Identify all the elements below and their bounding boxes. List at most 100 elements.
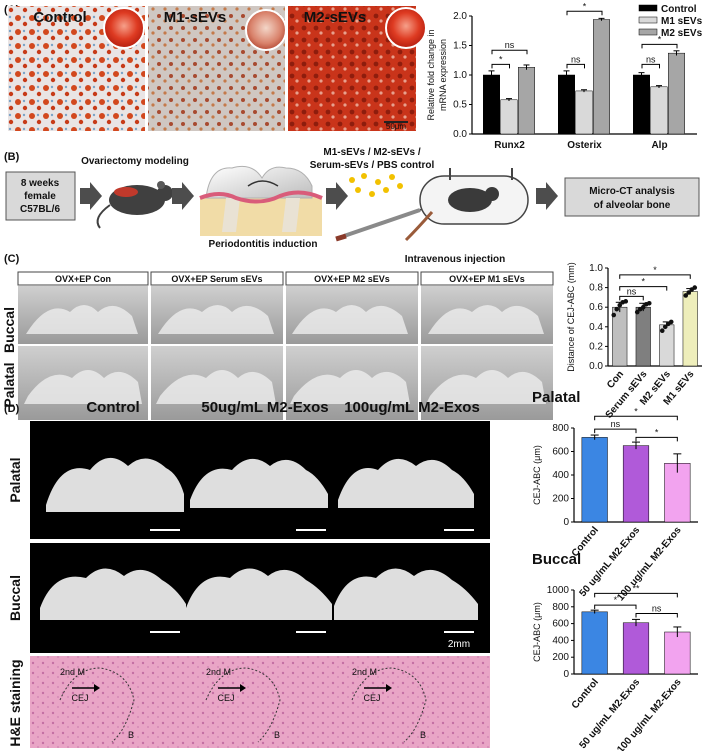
bar: [633, 74, 650, 135]
x-tick-label: Osterix: [567, 140, 602, 151]
chart-title: Buccal: [532, 551, 581, 568]
x-tick-label: Control: [570, 677, 601, 711]
arrow-icon: [172, 182, 194, 210]
he-label-cej: CEJ: [363, 693, 380, 703]
d-row-he: H&E staining: [7, 659, 23, 746]
significance-bracket: [641, 63, 660, 69]
mouse-info-line-2: female: [24, 191, 56, 202]
culture-dish-icon: [103, 7, 145, 49]
significance-bracket: [594, 415, 678, 421]
d-col-title-100: 100ug/mL M2-Exos: [344, 399, 480, 416]
d-ct-images: 2mm: [30, 421, 490, 653]
y-tick-label: 800: [552, 602, 569, 613]
y-tick-label: 400: [552, 635, 569, 646]
data-point: [614, 306, 620, 312]
panel-c-label: (C): [4, 253, 20, 265]
tooth-diagram-icon: [199, 165, 323, 236]
significance-bracket: [566, 10, 603, 16]
y-tick-label: 800: [552, 423, 569, 434]
y-tick-label: 200: [552, 494, 569, 505]
ovx-label: Ovariectomy modeling: [81, 156, 189, 167]
groups-line-2: Serum-sEVs / PBS control: [310, 160, 435, 171]
d-col-title-control: Control: [86, 399, 139, 416]
he-label-m: 2nd M: [60, 667, 85, 677]
data-point: [634, 309, 640, 315]
ct-column-serum: OVX+EP Serum sEVs: [150, 271, 284, 420]
significance-label: **: [632, 583, 640, 593]
ct-column-m1: OVX+EP M1 sEVs: [420, 271, 554, 420]
y-tick-label: 200: [552, 652, 569, 663]
workflow: 8 weeks female C57BL/6 Ovariectomy model…: [5, 147, 700, 265]
significance-bracket: [491, 63, 510, 69]
bar: [668, 52, 685, 135]
y-tick-label: 400: [552, 470, 569, 481]
vesicle-dots-icon: [349, 173, 403, 197]
mouse-info-line-3: C57BL/6: [20, 204, 60, 215]
bar: [575, 90, 593, 135]
y-tick-label: 0.5: [453, 100, 467, 111]
x-tick-label: Alp: [651, 140, 667, 151]
bar: [558, 74, 575, 135]
mouse-info-line-1: 8 weeks: [21, 178, 60, 189]
arrow-icon: [536, 182, 558, 210]
syringe-icon: [335, 205, 433, 242]
stain-image-control: Control: [8, 6, 145, 131]
arrow-icon: [80, 182, 102, 210]
chart-title: Palatal: [532, 389, 580, 406]
mouse-icon: [96, 181, 173, 229]
y-axis-label: Relative fold change in: [426, 29, 436, 120]
legend-label: M1 sEVs: [661, 16, 703, 27]
bar: [664, 463, 691, 523]
bar: [622, 445, 650, 523]
bar: [635, 306, 651, 367]
ct-column-con: OVX+EP Con: [17, 271, 149, 420]
data-point: [617, 302, 623, 308]
image-title-m1: M1-sEVs: [164, 9, 227, 26]
scale-bar-label: 50μm: [386, 122, 407, 131]
microct-line-2: of alveolar bone: [594, 200, 671, 211]
y-tick-label: 0.4: [589, 322, 603, 333]
d-col-title-50: 50ug/mL M2-Exos: [201, 399, 328, 416]
significance-label: *: [634, 406, 638, 416]
significance-bracket: [594, 592, 678, 598]
culture-dish-icon: [245, 9, 287, 51]
significance-label: *: [583, 1, 587, 11]
bar: [593, 19, 610, 135]
he-label-m: 2nd M: [352, 667, 377, 677]
data-point: [646, 300, 652, 306]
stain-image-m1: M1-sEVs: [148, 6, 287, 131]
significance-label: *: [614, 595, 618, 605]
data-point: [640, 304, 646, 310]
restrainer-tube-icon: [404, 168, 529, 242]
microct-box: [564, 177, 700, 217]
bar: [682, 291, 698, 367]
significance-label: ns: [627, 286, 637, 296]
chart-d-buccal: 0 200 400 600 800 1000 Buccal CEJ-ABC (μm) Contr…: [532, 551, 698, 751]
ct-grid: OVX+EP Con OVX+EP Serum sEVs OVX+EP M2 s…: [1, 271, 554, 420]
mouse-info-box: [5, 171, 76, 221]
bar: [581, 437, 608, 523]
bar: [581, 611, 608, 675]
legend-label: Control: [661, 4, 697, 15]
data-point: [623, 299, 629, 304]
he-image: [30, 656, 198, 748]
y-tick-label: 0.8: [589, 283, 603, 294]
ct-header-con: OVX+EP Con: [55, 274, 111, 284]
y-tick-label: 0: [563, 669, 569, 680]
significance-label: *: [641, 277, 645, 287]
significance-bracket: [635, 613, 678, 618]
bar: [483, 74, 500, 135]
y-tick-label: 600: [552, 619, 569, 630]
he-label-b: B: [128, 730, 134, 740]
y-tick-label: 0.0: [453, 129, 467, 140]
ct-header-m1: OVX+EP M1 sEVs: [449, 274, 525, 284]
arrow-icon: [326, 182, 348, 210]
panel-d-label: (D): [4, 403, 20, 415]
periodontitis-label: Periodontitis induction: [209, 239, 318, 250]
arrow-icon: [94, 684, 100, 692]
significance-label: ns: [646, 54, 656, 64]
significance-label: ns: [571, 54, 581, 64]
significance-label: *: [653, 265, 657, 275]
